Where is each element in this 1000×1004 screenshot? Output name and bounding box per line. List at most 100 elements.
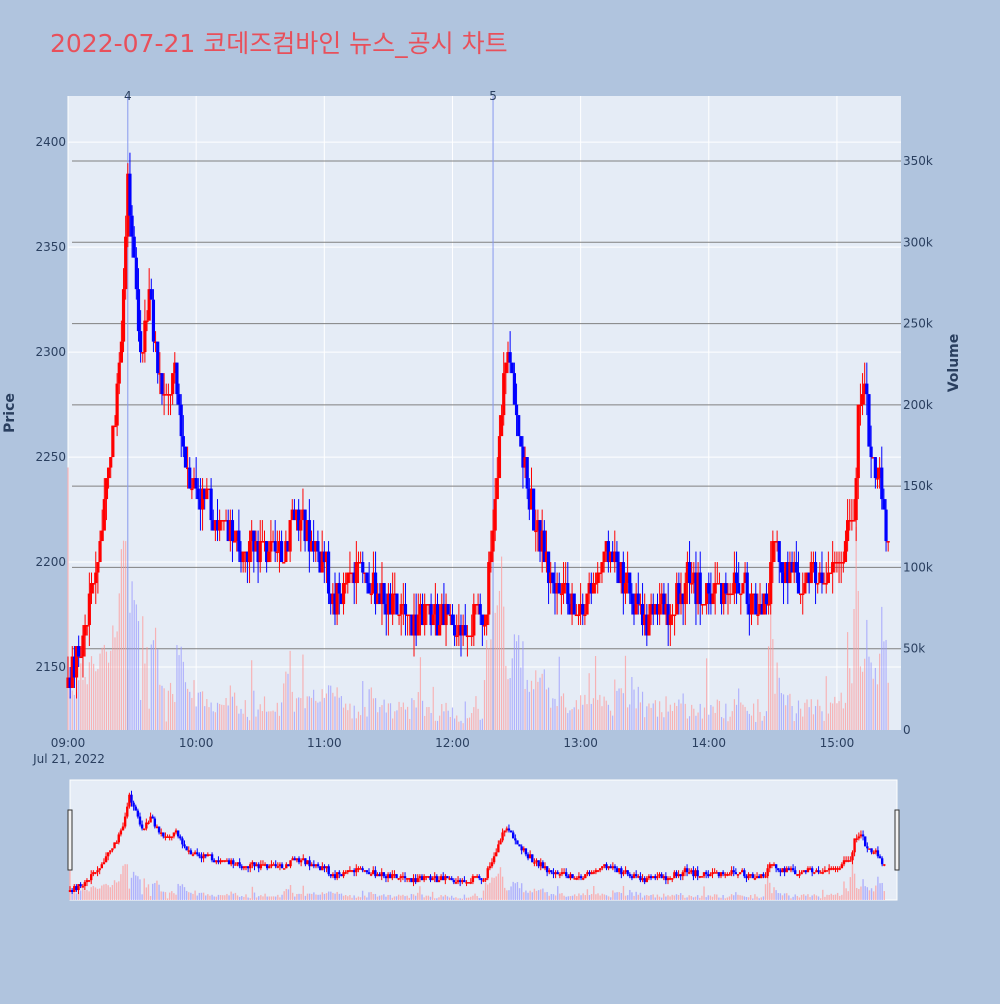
slider-volume-bar: [463, 894, 466, 900]
slider-volume-bar: [128, 888, 131, 900]
slider-candle-body: [757, 876, 761, 879]
candle-body: [440, 604, 444, 626]
volume-bar: [99, 653, 101, 730]
volume-bar: [107, 662, 110, 730]
slider-volume-bar: [576, 896, 578, 900]
candle-body: [205, 488, 209, 500]
slider-candle-body: [764, 876, 767, 878]
slider-volume-bar: [342, 895, 345, 900]
volume-bar: [464, 701, 466, 730]
volume-tick-label: 0: [903, 723, 911, 737]
slider-volume-bar: [330, 891, 332, 900]
slider-candle-body: [565, 872, 568, 877]
candle-body: [85, 625, 89, 627]
slider-volume-bar: [540, 889, 542, 900]
candle-body: [632, 604, 636, 615]
volume-bar: [836, 703, 838, 730]
candle-body: [771, 541, 775, 563]
slider-candle-body: [138, 816, 142, 825]
candle-body: [711, 593, 715, 605]
slider-candle-body: [473, 876, 477, 878]
slider-candle-body: [520, 846, 523, 851]
range-slider-handle[interactable]: [67, 809, 73, 871]
volume-bar: [701, 718, 703, 730]
slider-volume-bar: [866, 887, 869, 900]
slider-candle-body: [200, 856, 203, 859]
range-slider-handle[interactable]: [894, 809, 900, 871]
candle-body: [517, 415, 521, 437]
slider-candle-body: [791, 868, 795, 871]
slider-volume-bar: [792, 896, 794, 900]
slider-volume-bar: [228, 895, 230, 900]
slider-candle-body: [312, 864, 316, 867]
volume-bar: [261, 711, 263, 730]
candle-body: [406, 614, 410, 617]
slider-volume-bar: [822, 889, 824, 900]
volume-bar: [560, 696, 562, 730]
candle-body: [510, 362, 514, 374]
volume-bar: [787, 695, 789, 730]
slider-volume-bar: [582, 893, 584, 900]
candle-body: [329, 593, 333, 605]
slider-volume-bar: [605, 895, 608, 900]
slider-volume-bar: [412, 894, 415, 900]
slider-volume-bar: [107, 885, 109, 900]
slider-candle-body: [810, 868, 814, 873]
slider-volume-bar: [143, 878, 145, 900]
volume-bar: [436, 720, 439, 730]
candle-body: [852, 520, 856, 522]
slider-volume-bar: [663, 893, 665, 900]
candle-body: [698, 572, 702, 605]
slider-volume-bar: [90, 887, 92, 900]
slider-volume-bar: [287, 889, 290, 900]
candle-body: [222, 520, 226, 522]
volume-bar: [569, 710, 571, 730]
slider-volume-bar: [158, 884, 160, 900]
slider-volume-bar: [489, 882, 491, 900]
volume-bar: [353, 705, 355, 730]
candle-body: [179, 404, 183, 437]
slider-candle-body: [724, 874, 727, 876]
candle-body: [495, 478, 499, 500]
slider-volume-bar: [417, 892, 419, 900]
slider-volume-bar: [160, 891, 162, 900]
volume-bar: [866, 619, 868, 730]
slider-candle-body: [225, 860, 229, 862]
slider-volume-bar: [389, 894, 391, 900]
slider-candle-body: [174, 830, 178, 833]
slider-volume-bar: [590, 893, 593, 900]
slider-volume-bar: [321, 892, 324, 900]
slider-candle-body: [804, 870, 808, 873]
slider-volume-bar: [788, 895, 790, 900]
candle-body: [438, 625, 442, 636]
volume-bar: [693, 708, 695, 730]
slider-candle-body: [857, 836, 861, 839]
candle-body: [303, 509, 307, 542]
slider-volume-bar: [347, 896, 349, 900]
slider-candle-body: [813, 872, 816, 874]
slider-candle-body: [285, 864, 288, 869]
slider-candle-body: [357, 868, 360, 870]
volume-bar: [740, 702, 742, 730]
volume-bar: [524, 688, 526, 730]
slider-candle-body: [806, 868, 810, 873]
candle-body: [386, 593, 390, 615]
volume-bar: [592, 698, 595, 730]
slider-volume-bar: [453, 897, 455, 900]
candle-body: [92, 583, 96, 585]
volume-bar: [659, 701, 661, 730]
candle-body: [79, 656, 83, 659]
volume-tick-label: 250k: [903, 317, 933, 331]
slider-volume-bar: [523, 892, 525, 900]
candle-body: [132, 236, 136, 258]
slider-volume-bar: [798, 897, 801, 900]
volume-bar: [635, 708, 637, 730]
slider-volume-bar: [311, 893, 313, 900]
slider-volume-bar: [249, 898, 251, 900]
volume-bar: [509, 678, 511, 730]
slider-candle-body: [827, 868, 831, 871]
candle-body: [470, 635, 474, 638]
slider-candle-body: [217, 860, 220, 863]
volume-bar: [750, 715, 753, 730]
volume-bar: [479, 719, 481, 730]
